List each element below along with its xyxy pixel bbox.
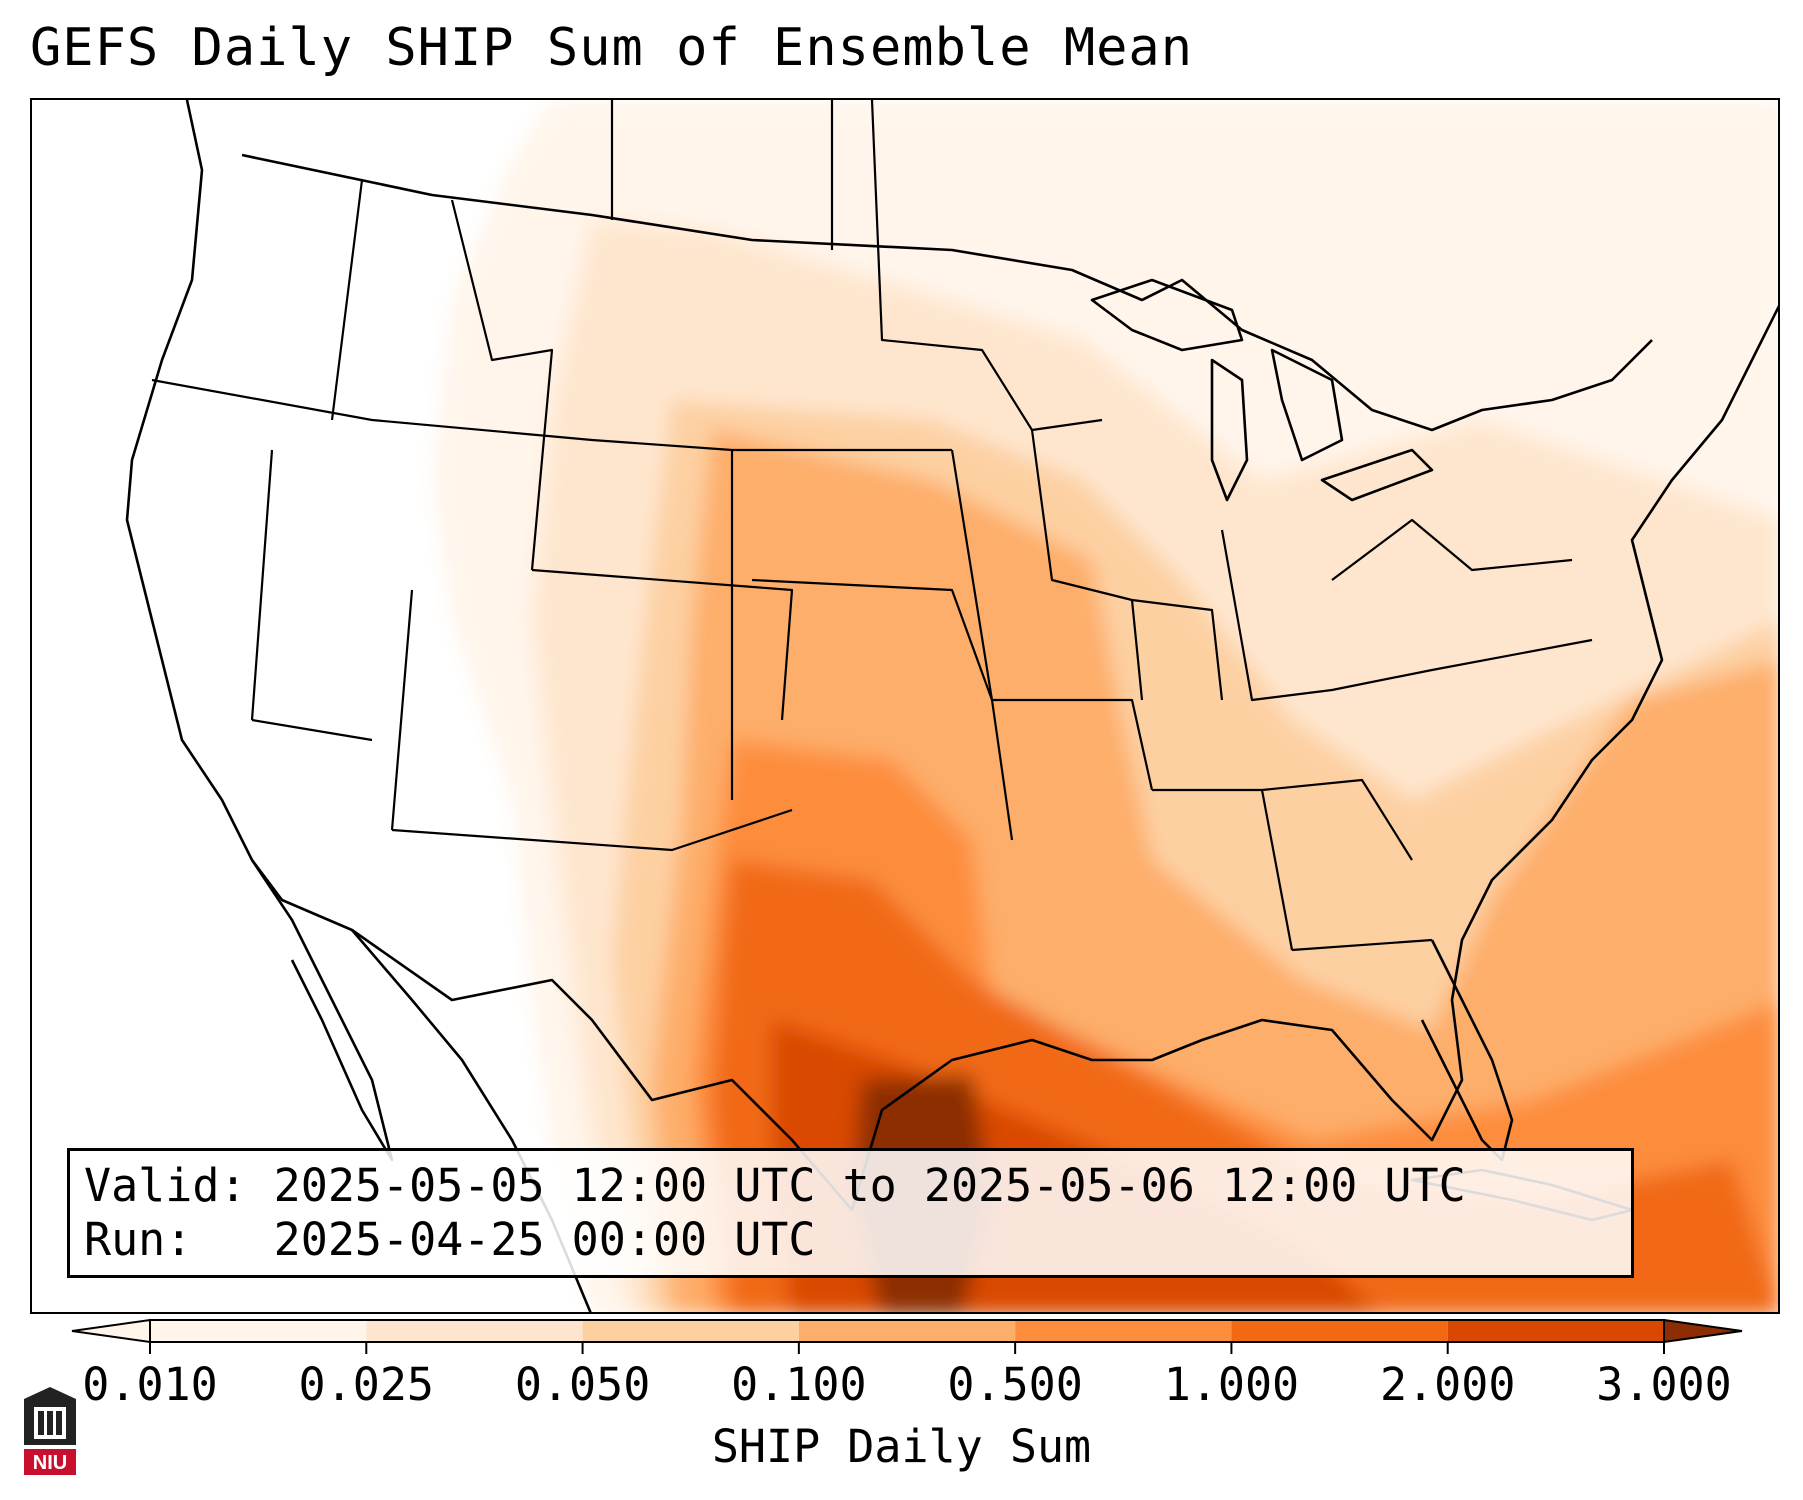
- colorbar: [71, 1318, 1743, 1354]
- colorbar-tick-label: 2.000: [1379, 1358, 1516, 1411]
- map-canvas: [125, 100, 1778, 1312]
- colorbar-tick-label: 0.500: [947, 1358, 1083, 1411]
- us-outline: [125, 100, 1778, 1212]
- chart-title: GEFS Daily SHIP Sum of Ensemble Mean: [30, 18, 1194, 78]
- colorbar-segment: [1447, 1320, 1664, 1342]
- colorbar-extend-low: [71, 1318, 151, 1344]
- logo-text: NIU: [33, 1452, 67, 1474]
- run-time-text: Run: 2025-04-25 00:00 UTC: [84, 1213, 816, 1266]
- ship-shading: [432, 100, 1778, 1312]
- map-panel: [30, 98, 1780, 1314]
- canada-border: [241, 153, 1653, 432]
- colorbar-tick-label: 3.000: [1596, 1358, 1732, 1411]
- colorbar-frame: [149, 1319, 1665, 1343]
- colorbar-segment: [1231, 1320, 1448, 1342]
- colorbar-tick-label: 0.050: [514, 1358, 651, 1411]
- colorbar-tick-label: 0.100: [731, 1358, 867, 1411]
- florida: [1420, 939, 1514, 1162]
- colorbar-segment: [798, 1320, 1016, 1342]
- lake-michigan: [1210, 358, 1249, 502]
- lake-erie: [1320, 448, 1434, 502]
- colorbar-tick-label: 0.010: [82, 1358, 218, 1411]
- lake-superior: [1090, 278, 1244, 352]
- colorbar-segment: [1015, 1320, 1232, 1342]
- colorbar-tick-label: 0.025: [298, 1358, 435, 1411]
- baja-california: [250, 859, 394, 1162]
- colorbar-segment: [582, 1320, 799, 1342]
- colorbar-extend-high: [1663, 1318, 1743, 1344]
- valid-run-info-box: Valid: 2025-05-05 12:00 UTC to 2025-05-0…: [67, 1148, 1634, 1278]
- lake-huron: [1270, 348, 1344, 462]
- colorbar-segment: [366, 1320, 583, 1342]
- colorbar-segment: [150, 1320, 367, 1342]
- niu-logo: NIU: [24, 1387, 76, 1475]
- valid-time-text: Valid: 2025-05-05 12:00 UTC to 2025-05-0…: [84, 1159, 1466, 1212]
- colorbar-label: SHIP Daily Sum: [711, 1420, 1092, 1473]
- state-lines: [151, 100, 1593, 952]
- colorbar-tick-label: 1.000: [1163, 1358, 1300, 1411]
